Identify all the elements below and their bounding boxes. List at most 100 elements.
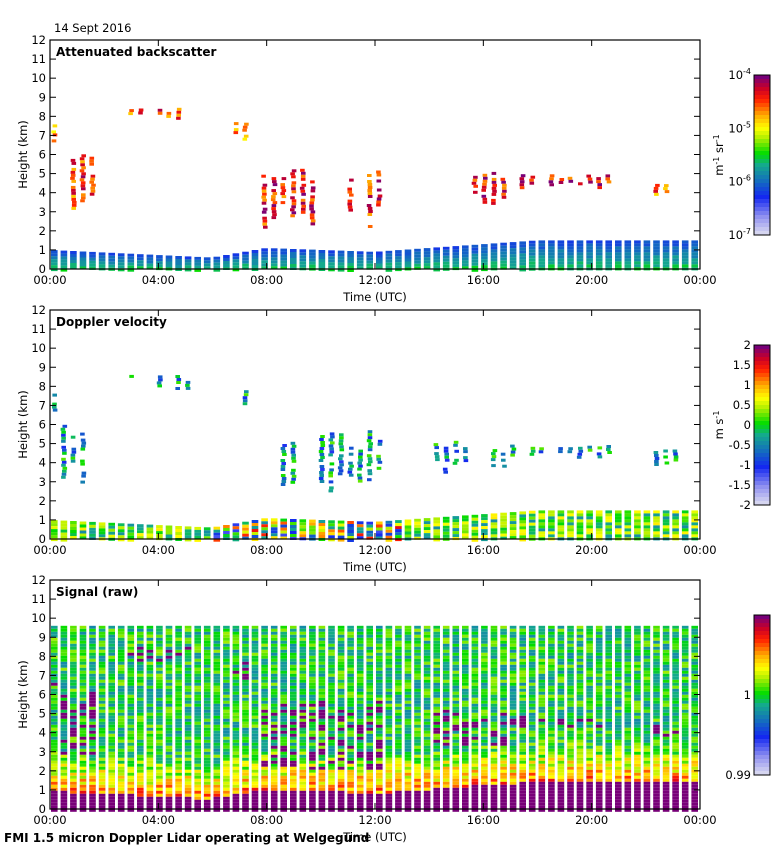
- signal-cell: [356, 739, 364, 743]
- cloud-cell: [491, 171, 497, 175]
- signal-cell: [213, 661, 221, 665]
- signal-cell: [548, 661, 555, 665]
- signal-cell: [60, 727, 68, 731]
- signal-cell: [203, 667, 211, 671]
- signal-cell: [395, 703, 402, 707]
- signal-cell: [404, 661, 412, 665]
- signal-cell: [414, 766, 421, 770]
- signal-cell: [194, 643, 201, 647]
- bl-cell: [395, 250, 402, 254]
- bl-cell: [318, 520, 326, 523]
- bl-cell: [481, 520, 488, 524]
- colorbar-segment: [754, 163, 770, 168]
- signal-cell: [79, 787, 87, 791]
- signal-cell: [98, 730, 106, 734]
- signal-cell: [51, 742, 58, 746]
- bl-cell: [681, 249, 689, 253]
- colorbar-segment: [754, 365, 770, 370]
- signal-cell: [213, 772, 221, 776]
- signal-cell: [194, 718, 201, 722]
- signal-cell: [347, 760, 354, 764]
- signal-cell: [471, 724, 479, 728]
- signal-cell: [366, 634, 373, 638]
- signal-cell: [356, 808, 364, 812]
- signal-cell: [89, 676, 96, 680]
- signal-cell: [452, 634, 460, 638]
- signal-cell: [519, 757, 526, 761]
- signal-cell: [395, 697, 402, 701]
- signal-cell: [213, 751, 221, 755]
- signal-cell: [318, 694, 326, 698]
- signal-cell: [548, 733, 555, 737]
- signal-cell: [156, 655, 163, 659]
- bl-cell: [538, 525, 546, 529]
- bl-cell: [261, 260, 268, 264]
- signal-cell: [213, 640, 221, 644]
- cloud-cell: [578, 446, 583, 450]
- signal-cell: [165, 706, 173, 710]
- bl-cell: [471, 262, 479, 266]
- signal-cell: [117, 784, 125, 788]
- signal-cell: [385, 790, 393, 794]
- signal-cell: [117, 715, 125, 719]
- signal-cell: [203, 625, 211, 629]
- cloud-cell: [329, 462, 335, 466]
- bl-cell: [309, 255, 316, 259]
- signal-cell: [70, 709, 77, 713]
- signal-cell: [548, 664, 555, 668]
- bl-cell: [51, 265, 58, 269]
- signal-cell: [471, 772, 479, 776]
- bl-cell: [213, 256, 221, 260]
- bl-cell: [672, 243, 679, 247]
- signal-cell: [500, 685, 507, 689]
- signal-cell: [242, 679, 249, 683]
- signal-cell: [309, 625, 316, 629]
- bl-cell: [79, 536, 87, 540]
- bl-cell: [662, 243, 670, 247]
- signal-cell: [261, 700, 268, 704]
- signal-cell: [356, 631, 364, 635]
- signal-cell: [146, 631, 154, 635]
- bl-cell: [500, 521, 507, 525]
- signal-cell: [423, 631, 431, 635]
- signal-cell: [318, 709, 326, 713]
- signal-cell: [519, 754, 526, 758]
- signal-cell: [462, 802, 469, 806]
- cloud-cell: [654, 454, 659, 457]
- signal-cell: [194, 802, 201, 806]
- cloud-cell: [71, 450, 77, 454]
- cloud-cell: [519, 177, 525, 181]
- signal-cell: [509, 757, 517, 761]
- bl-cell: [385, 250, 393, 254]
- cloud-cell: [501, 186, 507, 190]
- signal-cell: [414, 751, 421, 755]
- signal-cell: [452, 691, 460, 695]
- signal-cell: [404, 772, 412, 776]
- bl-cell: [347, 527, 354, 530]
- signal-cell: [117, 727, 125, 731]
- signal-cell: [519, 733, 526, 737]
- signal-cell: [538, 769, 546, 773]
- signal-cell: [165, 778, 173, 782]
- bl-cell: [376, 263, 383, 267]
- signal-cell: [79, 709, 87, 713]
- signal-cell: [318, 724, 326, 728]
- signal-cell: [213, 748, 221, 752]
- bl-cell: [567, 531, 574, 535]
- bl-cell: [328, 250, 335, 254]
- bl-cell: [615, 534, 622, 538]
- bl-cell: [442, 249, 450, 253]
- signal-cell: [548, 730, 555, 734]
- bl-cell: [385, 532, 393, 536]
- signal-cell: [261, 649, 268, 653]
- signal-cell: [490, 766, 498, 770]
- signal-cell: [385, 694, 393, 698]
- signal-cell: [481, 700, 488, 704]
- signal-cell: [452, 658, 460, 662]
- signal-cell: [213, 688, 221, 692]
- bl-cell: [481, 514, 488, 518]
- signal-cell: [481, 739, 488, 743]
- cloud-cell: [244, 122, 249, 126]
- bl-cell: [404, 249, 412, 253]
- bl-cell: [423, 524, 431, 528]
